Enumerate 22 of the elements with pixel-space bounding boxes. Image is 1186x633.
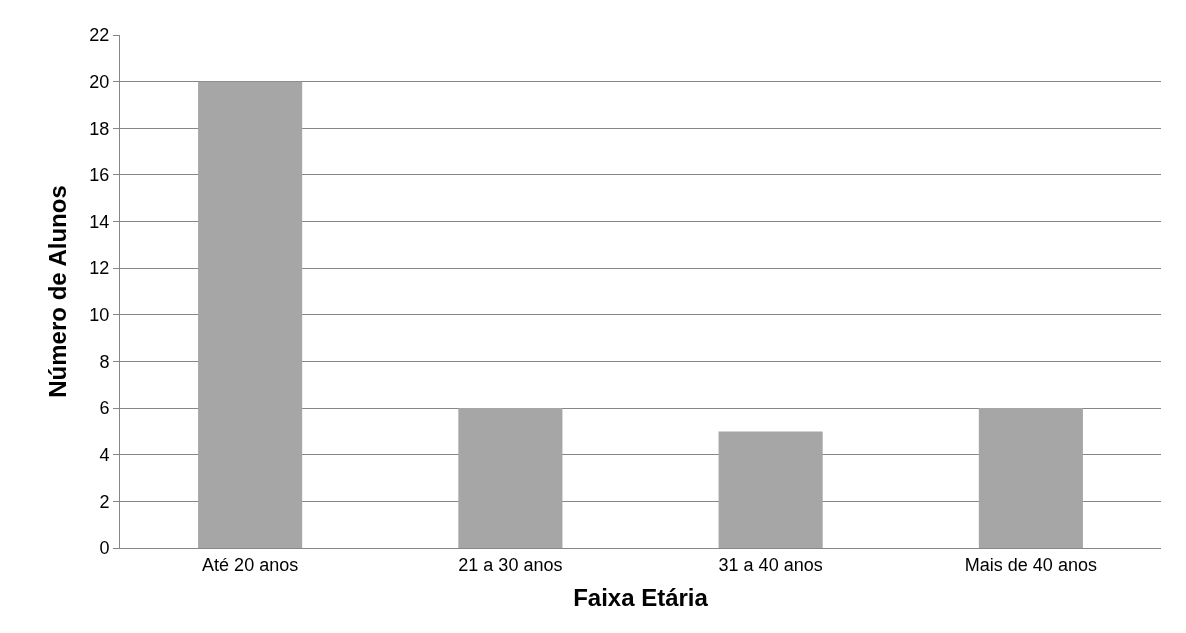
y-axis-title: Número de Alunos <box>44 185 72 398</box>
bar <box>718 431 823 548</box>
x-tick-label: Até 20 anos <box>202 554 299 575</box>
y-tick-label: 8 <box>99 351 110 372</box>
x-axis-title: Faixa Etária <box>573 583 709 611</box>
y-tick-label: 2 <box>99 491 110 512</box>
y-tick-label: 20 <box>89 71 110 92</box>
x-tick-label: 31 a 40 anos <box>718 554 823 575</box>
x-tick-label: 21 a 30 anos <box>458 554 563 575</box>
bar <box>978 408 1083 548</box>
bar <box>458 408 563 548</box>
y-tick-label: 12 <box>89 258 110 279</box>
y-tick-label: 6 <box>99 398 110 419</box>
y-tick-label: 22 <box>89 25 110 46</box>
y-tick-label: 10 <box>89 305 110 326</box>
bar <box>198 81 303 548</box>
y-tick-label: 0 <box>99 538 110 559</box>
y-tick-label: 18 <box>89 118 110 139</box>
y-tick-label: 14 <box>89 211 110 232</box>
x-tick-label: Mais de 40 anos <box>964 554 1097 575</box>
y-tick-label: 16 <box>89 165 110 186</box>
y-tick-label: 4 <box>99 445 110 466</box>
